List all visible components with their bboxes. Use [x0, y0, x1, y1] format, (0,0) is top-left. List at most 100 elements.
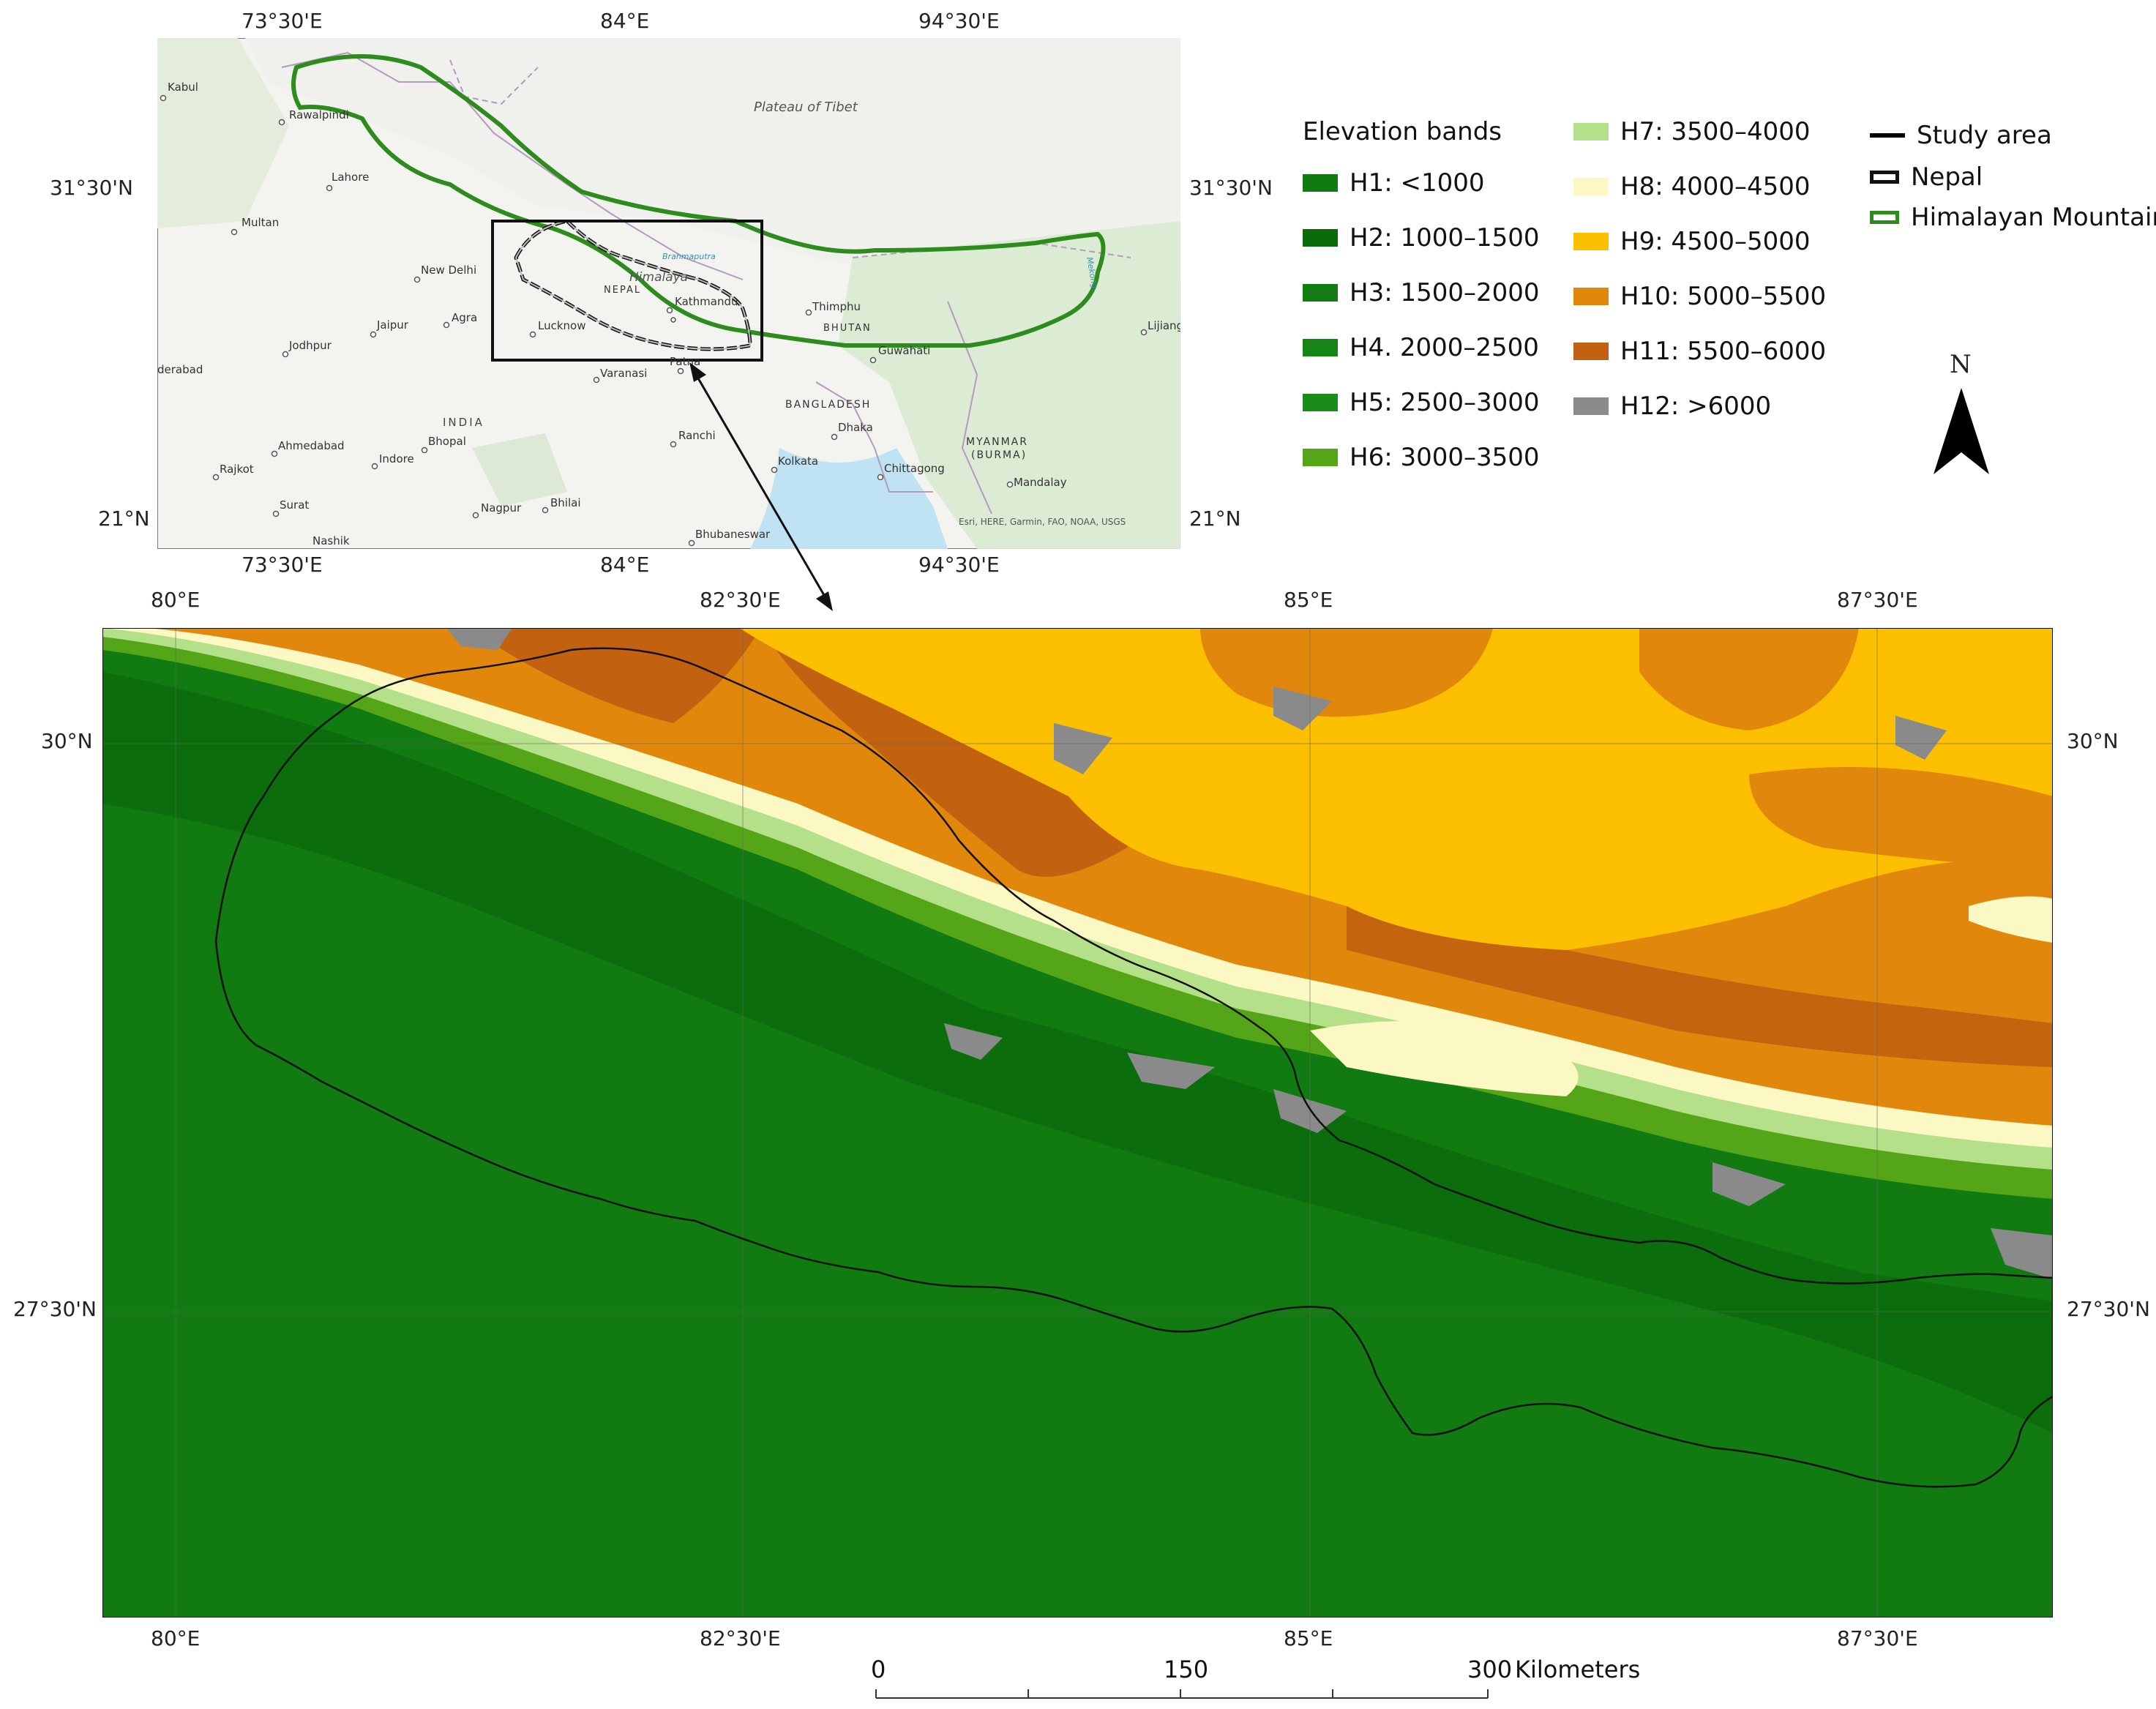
main-left-tick-2: 27°30'N: [13, 1297, 97, 1321]
legend-swatch-h11: [1573, 343, 1609, 360]
city-varanasi: Varanasi: [600, 367, 647, 380]
city-guwahati: Guwahati: [878, 344, 930, 357]
himalayan-box-swatch: [1870, 211, 1899, 224]
scale-bar: [875, 1689, 1489, 1699]
legend-item-h5: H5: 2500–3000: [1303, 388, 1540, 417]
zoom-arrow: [689, 362, 833, 611]
main-top-tick-3: 85°E: [1284, 588, 1333, 612]
city-jaipur: Jaipur: [376, 318, 409, 332]
legend-item-nepal: Nepal: [1870, 162, 1983, 192]
legend-swatch-h1: [1303, 174, 1338, 192]
scale-label-0: 0: [871, 1656, 886, 1683]
inset-bottom-tick-1: 73°30'E: [242, 553, 323, 577]
legend-swatch-h7: [1573, 123, 1609, 141]
city-kolkata: Kolkata: [778, 455, 818, 468]
north-arrow-icon: [1934, 388, 1989, 474]
city-rajkot: Rajkot: [220, 463, 254, 476]
city-kabul: Kabul: [168, 81, 198, 94]
main-right-tick-1: 30°N: [2067, 729, 2119, 753]
legend-item-h11: H11: 5500–6000: [1573, 337, 1826, 366]
legend-item-h9: H9: 4500–5000: [1573, 227, 1811, 256]
legend-item-h7: H7: 3500–4000: [1573, 117, 1811, 146]
study-area-line-swatch: [1870, 133, 1905, 138]
main-bottom-tick-1: 80°E: [151, 1626, 201, 1650]
main-top-tick-1: 80°E: [151, 588, 201, 612]
nepal-box-swatch: [1870, 171, 1899, 184]
legend-swatch-h4: [1303, 339, 1338, 356]
city-lijiang: Lijiang: [1148, 319, 1180, 332]
scale-unit: Kilometers: [1515, 1656, 1641, 1683]
legend-title: Elevation bands: [1303, 117, 1502, 146]
label-india: INDIA: [443, 416, 484, 429]
legend-item-h10: H10: 5000–5500: [1573, 282, 1826, 311]
legend-swatch-h5: [1303, 394, 1338, 411]
legend-swatch-h12: [1573, 397, 1609, 415]
city-hyderabad-partial: derabad: [157, 363, 203, 376]
attribution-text: Esri, HERE, Garmin, FAO, NOAA, USGS: [959, 517, 1126, 527]
legend-item-himalayan: Himalayan Mountain: [1870, 203, 2156, 232]
city-bhubaneswar: Bhubaneswar: [695, 528, 771, 541]
legend-item-h1: H1: <1000: [1303, 168, 1484, 198]
label-plateau-of-tibet: Plateau of Tibet: [754, 100, 858, 115]
legend-swatch-h8: [1573, 178, 1609, 195]
inset-map: Plateau of Tibet INDIA NEPAL Himalaya BH…: [157, 38, 1180, 549]
city-thimphu: Thimphu: [812, 300, 861, 313]
label-himalaya: Himalaya: [629, 270, 688, 285]
city-bhilai: Bhilai: [550, 496, 581, 509]
legend-swatch-h9: [1573, 233, 1609, 250]
legend-item-h3: H3: 1500–2000: [1303, 278, 1540, 307]
legend-item-h4: H4. 2000–2500: [1303, 333, 1539, 362]
legend-swatch-h3: [1303, 284, 1338, 302]
main-bottom-tick-3: 85°E: [1284, 1626, 1333, 1650]
inset-top-tick-1: 73°30'E: [242, 9, 323, 33]
main-left-tick-1: 30°N: [41, 729, 93, 753]
city-kathmandu: Kathmandu: [675, 295, 738, 308]
city-mandalay: Mandalay: [1014, 476, 1067, 489]
inset-left-tick-2: 21°N: [98, 506, 150, 531]
label-brahmaputra: Brahmaputra: [662, 252, 716, 261]
inset-bottom-tick-2: 84°E: [600, 553, 650, 577]
main-bottom-tick-2: 82°30'E: [700, 1626, 781, 1650]
city-indore: Indore: [379, 452, 414, 465]
label-nepal: NEPAL: [604, 285, 641, 296]
city-surat: Surat: [280, 498, 309, 512]
legend-swatch-h10: [1573, 288, 1609, 305]
scale-label-150: 150: [1164, 1656, 1209, 1683]
city-dhaka: Dhaka: [838, 421, 873, 434]
city-bhopal: Bhopal: [428, 435, 466, 448]
label-myanmar: MYANMAR: [966, 436, 1028, 448]
inset-right-tick-1: 31°30'N: [1189, 176, 1273, 200]
main-top-tick-4: 87°30'E: [1837, 588, 1918, 612]
inset-top-tick-3: 94°30'E: [918, 9, 1000, 33]
city-chittagong: Chittagong: [884, 462, 945, 475]
legend-swatch-h2: [1303, 229, 1338, 247]
scale-label-300: 300: [1467, 1656, 1513, 1683]
city-jodhpur: Jodhpur: [288, 339, 332, 352]
legend-item-h2: H2: 1000–1500: [1303, 223, 1540, 253]
elevation-map: [102, 628, 2053, 1618]
city-lucknow: Lucknow: [538, 319, 586, 332]
city-lahore: Lahore: [332, 171, 369, 184]
legend-item-study-area: Study area: [1870, 121, 2052, 150]
city-multan: Multan: [242, 216, 279, 229]
city-ranchi: Ranchi: [678, 429, 716, 442]
label-bangladesh: BANGLADESH: [785, 399, 871, 411]
label-bhutan: BHUTAN: [823, 323, 872, 334]
inset-bottom-tick-3: 94°30'E: [918, 553, 1000, 577]
legend-item-h6: H6: 3000–3500: [1303, 443, 1540, 472]
city-nashik: Nashik: [312, 534, 350, 547]
main-bottom-tick-4: 87°30'E: [1837, 1626, 1918, 1650]
city-nagpur: Nagpur: [481, 501, 522, 515]
inset-top-tick-2: 84°E: [600, 9, 650, 33]
main-right-tick-2: 27°30'N: [2067, 1297, 2150, 1321]
city-rawalpindi: Rawalpindi: [289, 108, 349, 121]
main-top-tick-2: 82°30'E: [700, 588, 781, 612]
legend-item-h8: H8: 4000–4500: [1573, 172, 1811, 201]
north-label: N: [1950, 350, 1972, 379]
city-ahmedabad: Ahmedabad: [278, 439, 345, 452]
label-burma: (BURMA): [971, 449, 1027, 461]
inset-right-tick-2: 21°N: [1189, 506, 1241, 531]
inset-left-tick-1: 31°30'N: [50, 176, 133, 200]
legend-swatch-h6: [1303, 449, 1338, 466]
city-agra: Agra: [452, 311, 477, 324]
